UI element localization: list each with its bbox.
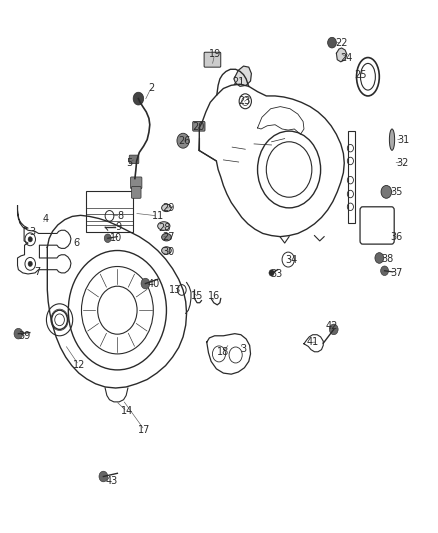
Circle shape	[381, 266, 389, 276]
Text: 3: 3	[30, 227, 36, 237]
Text: 28: 28	[158, 223, 170, 232]
Circle shape	[329, 324, 338, 335]
Text: 32: 32	[397, 158, 409, 167]
Text: 7: 7	[34, 267, 40, 277]
FancyBboxPatch shape	[204, 52, 221, 67]
Text: 3: 3	[240, 344, 246, 354]
Text: 22: 22	[336, 38, 348, 47]
Circle shape	[133, 92, 144, 105]
FancyBboxPatch shape	[129, 155, 139, 164]
Text: 13: 13	[169, 286, 181, 295]
Text: 6: 6	[74, 238, 80, 247]
Text: 27: 27	[162, 232, 175, 242]
Text: 19: 19	[208, 50, 221, 59]
Ellipse shape	[162, 204, 171, 212]
Text: 16: 16	[208, 291, 220, 301]
Circle shape	[177, 133, 189, 148]
Text: 20: 20	[192, 122, 204, 132]
FancyBboxPatch shape	[131, 187, 141, 198]
Circle shape	[269, 270, 274, 276]
Circle shape	[375, 253, 384, 263]
Text: 36: 36	[390, 232, 403, 242]
Text: 18: 18	[217, 347, 230, 357]
Text: 23: 23	[238, 96, 251, 106]
Text: 10: 10	[110, 233, 122, 243]
Text: 11: 11	[152, 211, 164, 221]
FancyBboxPatch shape	[193, 122, 205, 131]
Text: 39: 39	[18, 331, 30, 341]
Text: 33: 33	[270, 270, 282, 279]
Text: 42: 42	[326, 321, 338, 331]
Polygon shape	[234, 66, 251, 86]
Text: 8: 8	[117, 211, 124, 221]
Circle shape	[381, 185, 392, 198]
Text: 26: 26	[179, 136, 191, 146]
Text: 17: 17	[138, 425, 151, 435]
Text: 38: 38	[381, 254, 394, 263]
Circle shape	[104, 234, 111, 243]
Text: 24: 24	[341, 53, 353, 62]
Text: 34: 34	[285, 255, 297, 265]
Text: 29: 29	[162, 203, 175, 213]
Ellipse shape	[158, 222, 170, 230]
Circle shape	[28, 237, 32, 242]
Ellipse shape	[162, 247, 171, 254]
Ellipse shape	[162, 233, 171, 241]
Ellipse shape	[389, 129, 395, 150]
Text: 12: 12	[73, 360, 85, 370]
Circle shape	[28, 261, 32, 266]
Text: 15: 15	[191, 291, 203, 301]
Text: 5: 5	[126, 158, 132, 167]
Text: 9: 9	[115, 222, 121, 232]
Text: 25: 25	[354, 70, 366, 79]
Text: 2: 2	[148, 83, 154, 93]
Circle shape	[328, 37, 336, 48]
Polygon shape	[336, 48, 347, 62]
Text: 43: 43	[106, 477, 118, 486]
Text: 21: 21	[233, 77, 245, 86]
Text: 31: 31	[397, 135, 409, 144]
Text: 14: 14	[121, 407, 133, 416]
Bar	[86, 191, 133, 232]
Bar	[348, 131, 355, 223]
Text: 4: 4	[43, 214, 49, 223]
Text: 30: 30	[162, 247, 175, 256]
Circle shape	[99, 471, 108, 482]
FancyBboxPatch shape	[131, 177, 142, 189]
Circle shape	[14, 328, 23, 339]
Text: 40: 40	[148, 279, 160, 289]
Text: 37: 37	[390, 268, 403, 278]
Text: 41: 41	[307, 337, 319, 347]
Text: 35: 35	[390, 187, 403, 197]
Circle shape	[141, 278, 150, 289]
